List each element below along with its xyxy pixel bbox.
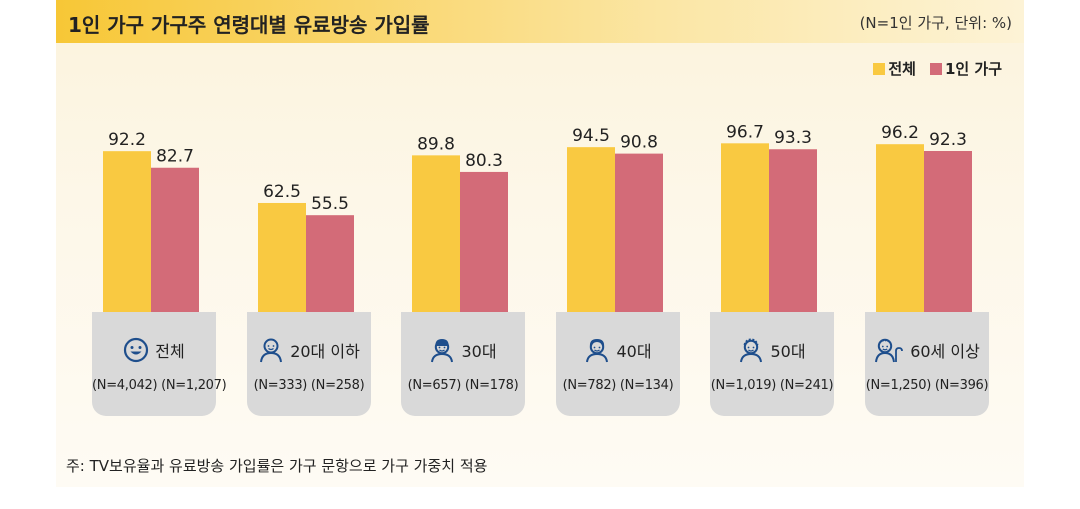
category-label: 30대 bbox=[461, 342, 497, 361]
data-label-single-0: 82.7 bbox=[156, 147, 194, 167]
data-label-single-1: 55.5 bbox=[311, 194, 349, 214]
bar-single-1 bbox=[306, 215, 354, 312]
legend-item-single: 1인 가구 bbox=[929, 58, 1002, 79]
legend-label-total: 전체 bbox=[888, 60, 916, 78]
elderly-person-icon bbox=[874, 337, 904, 363]
bar-plot: 92.2 62.5 89.8 94.5 96.7 96.2 82.7 55.5 80.3 90.8… bbox=[103, 122, 972, 312]
data-label-total-5: 96.2 bbox=[881, 123, 919, 143]
category-box-0: 전체 (N=4,042) (N=1,207) bbox=[92, 312, 227, 416]
chart-title: 1인 가구 가구주 연령대별 유료방송 가입률 bbox=[68, 13, 430, 37]
category-box-5: 60세 이상 (N=1,250) (N=396) bbox=[865, 312, 989, 416]
data-label-total-2: 89.8 bbox=[417, 134, 455, 154]
legend-label-single: 1인 가구 bbox=[944, 60, 1002, 78]
bar-total-0 bbox=[103, 151, 151, 312]
data-label-total-4: 96.7 bbox=[726, 122, 764, 142]
data-label-total-3: 94.5 bbox=[572, 126, 610, 146]
smiley-icon bbox=[123, 337, 149, 363]
category-head: 전체 bbox=[92, 337, 216, 363]
data-label-total-0: 92.2 bbox=[108, 130, 146, 150]
category-box-4: 50대 (N=1,019) (N=241) bbox=[710, 312, 834, 416]
person-50s-icon bbox=[738, 337, 764, 363]
legend: 전체 1인 가구 bbox=[873, 58, 1002, 79]
person-30s-icon bbox=[429, 337, 455, 363]
bar-total-4 bbox=[721, 143, 769, 312]
category-label: 50대 bbox=[770, 342, 806, 361]
category-head: 30대 bbox=[401, 337, 525, 363]
category-sample-size: (N=657) (N=178) bbox=[407, 378, 519, 393]
bar-single-0 bbox=[151, 167, 199, 312]
category-head: 50대 bbox=[710, 337, 834, 363]
category-sample-size: (N=333) (N=258) bbox=[253, 378, 365, 393]
category-head: 20대 이하 bbox=[247, 337, 371, 363]
data-label-total-1: 62.5 bbox=[263, 182, 301, 202]
bar-single-2 bbox=[460, 171, 508, 312]
category-box-1: 20대 이하 (N=333) (N=258) bbox=[247, 312, 371, 416]
bar-single-3 bbox=[615, 153, 663, 312]
young-person-icon bbox=[258, 337, 284, 363]
category-box-2: 30대 (N=657) (N=178) bbox=[401, 312, 525, 416]
bar-total-2 bbox=[412, 155, 460, 312]
category-label: 40대 bbox=[616, 342, 652, 361]
footnote: 주: TV보유율과 유료방송 가입률은 가구 문항으로 가구 가중치 적용 bbox=[66, 457, 488, 475]
data-label-single-4: 93.3 bbox=[774, 128, 812, 148]
bar-single-4 bbox=[769, 149, 817, 312]
unit-note: (N=1인 가구, 단위: %) bbox=[859, 14, 1012, 32]
category-sample-size: (N=1,250) (N=396) bbox=[865, 378, 989, 393]
legend-swatch-total bbox=[873, 62, 886, 75]
category-sample-size: (N=782) (N=134) bbox=[562, 378, 674, 393]
data-label-single-5: 92.3 bbox=[929, 130, 967, 150]
bar-single-5 bbox=[924, 150, 972, 312]
legend-swatch-single bbox=[929, 62, 942, 75]
category-sample-size: (N=4,042) (N=1,207) bbox=[92, 378, 227, 393]
category-head: 40대 bbox=[556, 337, 680, 363]
category-sample-size: (N=1,019) (N=241) bbox=[710, 378, 834, 393]
category-label: 20대 이하 bbox=[290, 342, 360, 361]
data-label-single-3: 90.8 bbox=[620, 133, 658, 153]
person-40s-icon bbox=[584, 337, 610, 363]
legend-item-total: 전체 bbox=[873, 58, 916, 79]
title-bar: 1인 가구 가구주 연령대별 유료방송 가입률 (N=1인 가구, 단위: %) bbox=[56, 0, 1024, 43]
bar-total-3 bbox=[567, 147, 615, 312]
chart-frame: 1인 가구 가구주 연령대별 유료방송 가입률 (N=1인 가구, 단위: %)… bbox=[56, 0, 1024, 487]
category-label: 60세 이상 bbox=[910, 342, 980, 361]
category-head: 60세 이상 bbox=[865, 337, 989, 363]
category-label: 전체 bbox=[155, 342, 185, 361]
bar-total-5 bbox=[876, 144, 924, 312]
bar-total-1 bbox=[258, 202, 306, 312]
category-box-3: 40대 (N=782) (N=134) bbox=[556, 312, 680, 416]
data-label-single-2: 80.3 bbox=[465, 151, 503, 171]
